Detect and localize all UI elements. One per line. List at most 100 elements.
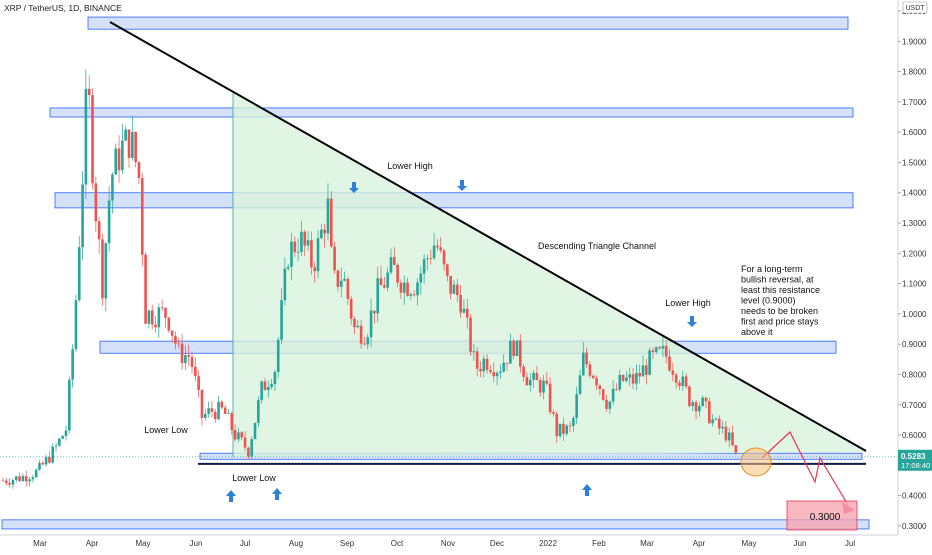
unit-box <box>902 1 928 14</box>
x-tick-label: 2022 <box>539 539 557 548</box>
candle-body <box>409 294 413 296</box>
y-tick-label: 0.4000 <box>902 492 927 501</box>
candle-body <box>678 382 681 387</box>
candle-body <box>84 88 88 185</box>
candle-body <box>645 365 648 375</box>
candle-body <box>482 358 486 372</box>
candle-body <box>674 374 678 383</box>
candle-body <box>257 400 260 423</box>
candle-body <box>731 432 734 446</box>
candle-body <box>489 369 492 373</box>
candle-body <box>34 469 38 478</box>
candle-body <box>127 129 131 158</box>
candle-body <box>562 423 565 434</box>
candle-body <box>306 240 310 246</box>
candle-body <box>509 340 512 364</box>
candle-body <box>684 376 688 387</box>
candle-body <box>77 247 81 301</box>
candle-body <box>310 240 313 268</box>
candle-body <box>316 238 320 272</box>
candle-body <box>160 307 164 309</box>
candle-body <box>223 407 227 414</box>
price-badge-countdown: 17:08:40 <box>901 461 930 470</box>
candle-body <box>436 245 439 248</box>
candle-body <box>439 247 443 251</box>
candle-body <box>383 285 386 288</box>
candle-body <box>8 483 11 485</box>
candle-body <box>641 365 645 377</box>
candle-body <box>107 200 111 244</box>
candle-body <box>518 340 522 367</box>
candle-body <box>402 282 406 293</box>
candle-body <box>134 132 137 163</box>
candle-body <box>336 270 340 287</box>
candle-body <box>688 386 691 407</box>
candle-body <box>479 368 482 372</box>
candle-body <box>717 418 721 429</box>
candle-body <box>300 231 303 252</box>
candle-body <box>545 380 549 384</box>
candle-body <box>227 413 230 414</box>
candle-body <box>363 343 366 345</box>
y-tick-label: 1.5000 <box>902 158 927 167</box>
candle-body <box>64 430 68 436</box>
candle-body <box>333 246 336 271</box>
candle-body <box>681 376 685 387</box>
candle-body <box>356 325 360 328</box>
candle-body <box>21 476 25 482</box>
note-line: first and price stays <box>741 317 819 327</box>
candle-body <box>157 307 161 328</box>
up-arrow-icon <box>226 490 236 502</box>
candle-body <box>1 480 5 482</box>
candle-body <box>635 373 638 384</box>
candle-body <box>41 462 45 465</box>
candle-body <box>343 278 346 281</box>
candle-body <box>538 380 542 393</box>
candle-body <box>658 347 661 349</box>
candle-body <box>708 401 711 424</box>
note-line: above it <box>741 327 773 337</box>
candle-body <box>611 388 615 402</box>
candle-body <box>701 397 704 406</box>
y-tick-label: 1.8000 <box>902 68 927 77</box>
x-tick-label: Apr <box>693 539 706 548</box>
candle-body <box>28 479 31 482</box>
candle-body <box>472 351 476 353</box>
candle-body <box>595 377 598 386</box>
candle-body <box>416 282 419 296</box>
candle-body <box>522 366 525 377</box>
y-tick-label: 1.1000 <box>902 280 927 289</box>
candle-body <box>664 345 668 357</box>
candle-body <box>346 278 350 299</box>
candle-body <box>582 352 585 376</box>
y-tick-label: 1.2000 <box>902 249 927 258</box>
candle-body <box>240 432 244 438</box>
candle-body <box>18 476 21 482</box>
x-tick-label: Mar <box>640 539 654 548</box>
candle-body <box>296 251 300 253</box>
candle-body <box>711 419 714 424</box>
breakdown-highlight <box>740 447 772 477</box>
x-tick-label: Oct <box>391 539 404 548</box>
label-lower-high-2: Lower High <box>665 298 711 308</box>
candle-body <box>727 432 731 441</box>
candle-body <box>5 480 8 484</box>
candle-body <box>648 350 651 375</box>
candle-body <box>266 386 270 391</box>
candle-body <box>286 266 290 269</box>
up-arrow-icon <box>272 488 282 500</box>
candle-body <box>704 397 708 402</box>
zone-band <box>54 192 854 209</box>
note-line: level (0.9000) <box>741 296 796 306</box>
candle-body <box>44 456 48 465</box>
y-tick-label: 1.4000 <box>902 189 927 198</box>
candle-body <box>572 417 575 426</box>
candle-body <box>220 401 224 408</box>
candle-body <box>694 402 698 412</box>
zone-band <box>87 16 849 30</box>
chart-title: XRP / TetherUS, 1D, BINANCE <box>4 3 122 13</box>
candle-body <box>621 374 625 381</box>
candle-body <box>48 456 51 463</box>
candle-body <box>734 445 738 453</box>
